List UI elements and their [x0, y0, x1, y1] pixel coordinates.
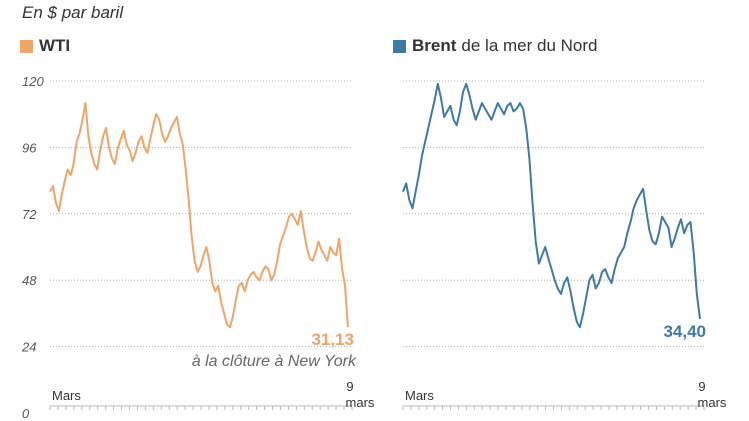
legend-wti: WTI [20, 36, 75, 56]
chart-subtitle: En $ par baril [22, 3, 124, 22]
x-start-label: Mars [405, 388, 434, 403]
legend-swatch-brent [393, 39, 406, 53]
x-end-day-label: 9 [698, 379, 705, 394]
last-value-label: 31,13 [311, 330, 354, 349]
series-note: à la clôture à New York [192, 353, 357, 370]
legend-label-brent: Brent [412, 36, 457, 55]
y-tick-label: 24 [21, 340, 36, 355]
y-tick-label: 120 [22, 74, 44, 89]
x-start-label: Mars [52, 388, 81, 403]
y-tick-label: 0 [22, 406, 30, 421]
legend-swatch-wti [20, 39, 33, 53]
last-value-label: 34,40 [663, 322, 706, 341]
x-end-month-label: mars [698, 395, 727, 410]
legend-label-wti: WTI [39, 36, 71, 55]
legend-label-brent-rest: de la mer du Nord [461, 36, 598, 55]
y-tick-label: 48 [22, 273, 37, 288]
x-end-month-label: mars [346, 395, 375, 410]
series-line-0 [49, 102, 349, 329]
series-line-1 [402, 82, 701, 329]
y-tick-label: 96 [22, 140, 37, 155]
legend-brent: Brent de la mer du Nord [393, 36, 597, 56]
x-end-day-label: 9 [346, 379, 353, 394]
y-tick-label: 72 [22, 207, 37, 222]
